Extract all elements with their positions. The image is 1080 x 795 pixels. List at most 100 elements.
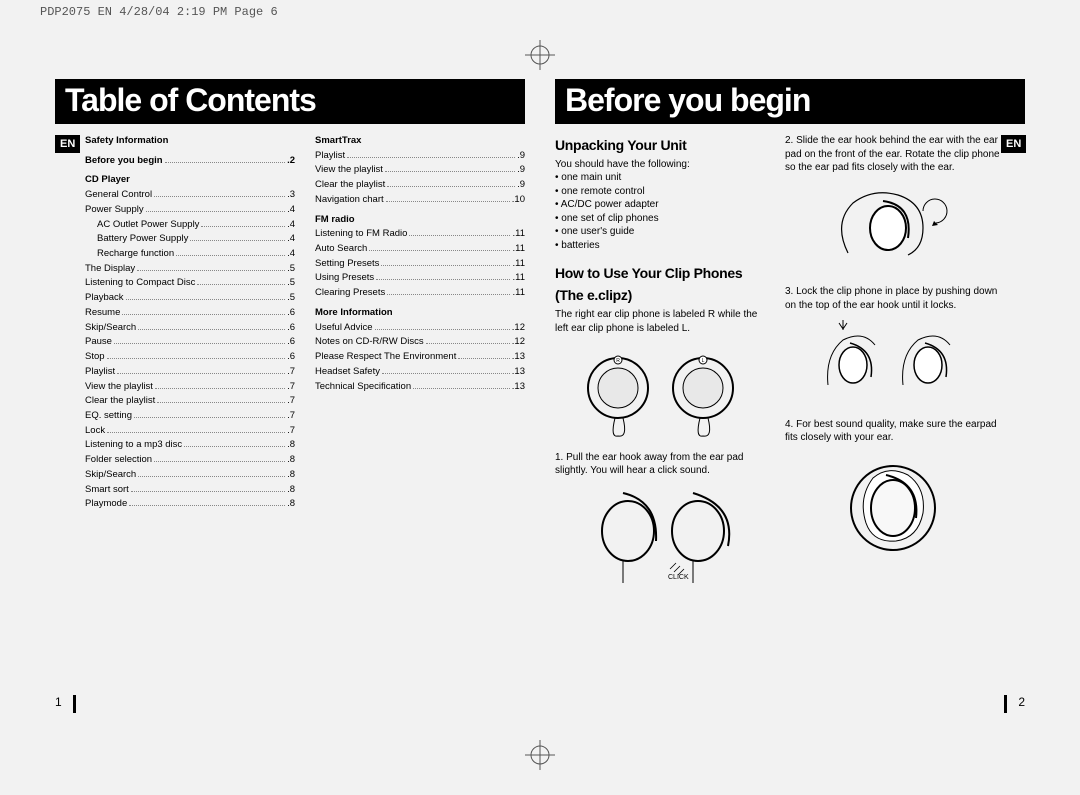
toc-label: Playlist xyxy=(85,365,115,380)
toc-leader xyxy=(382,367,510,374)
toc-page: .4 xyxy=(287,218,295,233)
bullet-item: one remote control xyxy=(555,185,771,199)
toc-leader xyxy=(107,352,286,359)
toc-item: Stop .6 xyxy=(85,350,295,365)
toc-label: Clear the playlist xyxy=(315,178,385,193)
toc-section-label: CD Player xyxy=(85,173,130,188)
bullet-list: one main unitone remote controlAC/DC pow… xyxy=(555,171,771,252)
toc-leader xyxy=(369,244,510,251)
toc-column-1: Safety Information Before you begin .2 C… xyxy=(85,134,295,512)
toc-label: Playmode xyxy=(85,497,127,512)
toc-page: .6 xyxy=(287,350,295,365)
toc-page: .7 xyxy=(287,394,295,409)
toc-label: Notes on CD-R/RW Discs xyxy=(315,335,424,350)
toc-label: Lock xyxy=(85,424,105,439)
toc-leader xyxy=(117,367,285,374)
toc-item: Headset Safety .13 xyxy=(315,365,525,380)
toc-leader xyxy=(184,440,285,447)
toc-label: Stop xyxy=(85,350,105,365)
toc-leader xyxy=(154,190,285,197)
toc-leader xyxy=(347,151,515,158)
toc-label: View the playlist xyxy=(315,163,383,178)
toc-section-label: FM radio xyxy=(315,213,355,228)
toc-page: .4 xyxy=(287,203,295,218)
body-text: 1. Pull the ear hook away from the ear p… xyxy=(555,451,771,478)
toc-label: Listening to a mp3 disc xyxy=(85,438,182,453)
toc-page: .11 xyxy=(512,271,525,286)
toc-item: Technical Specification .13 xyxy=(315,380,525,395)
toc-page: .8 xyxy=(287,468,295,483)
illustration-pull-hook: CLICK xyxy=(555,486,771,591)
toc-leader xyxy=(413,382,510,389)
bullet-item: one main unit xyxy=(555,171,771,185)
toc-label: Skip/Search xyxy=(85,321,136,336)
toc-section-label: SmartTrax xyxy=(315,134,361,149)
body-text: You should have the following: xyxy=(555,158,771,172)
toc-item: View the playlist .9 xyxy=(315,163,525,178)
toc-label: Skip/Search xyxy=(85,468,136,483)
section-heading: (The e.clipz) xyxy=(555,286,771,305)
toc-label: View the playlist xyxy=(85,380,153,395)
section-heading: How to Use Your Clip Phones xyxy=(555,264,771,283)
toc-page: .13 xyxy=(512,380,525,395)
lang-tab: EN xyxy=(1001,135,1026,153)
toc-item: Recharge function.4 xyxy=(85,247,295,262)
toc-page: .7 xyxy=(287,409,295,424)
toc-page: .7 xyxy=(287,424,295,439)
toc-leader xyxy=(458,352,509,359)
toc-page: .9 xyxy=(517,163,525,178)
toc-page: .9 xyxy=(517,149,525,164)
page-title: Table of Contents xyxy=(55,79,525,124)
toc-item: Pause.6 xyxy=(85,335,295,350)
toc-leader xyxy=(138,470,285,477)
toc-label: Clearing Presets xyxy=(315,286,385,301)
toc-item: Smart sort.8 xyxy=(85,483,295,498)
toc-page: .6 xyxy=(287,321,295,336)
toc-page: .7 xyxy=(287,365,295,380)
toc-item: Listening to Compact Disc.5 xyxy=(85,276,295,291)
print-header: PDP2075 EN 4/28/04 2:19 PM Page 6 xyxy=(0,0,1080,19)
toc-item: Battery Power Supply.4 xyxy=(85,232,295,247)
toc-label: EQ. setting xyxy=(85,409,132,424)
toc-label: Headset Safety xyxy=(315,365,380,380)
toc-page: .11 xyxy=(512,286,525,301)
illustration-slide-hook xyxy=(785,183,1001,278)
toc-item: Playlist .9 xyxy=(315,149,525,164)
toc-page: .5 xyxy=(287,291,295,306)
toc-leader xyxy=(146,205,285,212)
toc-leader xyxy=(122,308,285,315)
toc-item: Listening to a mp3 disc .8 xyxy=(85,438,295,453)
toc-item: Clearing Presets .11 xyxy=(315,286,525,301)
illustration-lock-clip xyxy=(785,320,1001,410)
toc-leader xyxy=(386,195,510,202)
toc-leader xyxy=(157,396,285,403)
toc-page: .8 xyxy=(287,453,295,468)
toc-page: .8 xyxy=(287,497,295,512)
toc-item: EQ. setting .7 xyxy=(85,409,295,424)
toc-page: .8 xyxy=(287,438,295,453)
toc-page: .12 xyxy=(512,335,525,350)
toc-page: .4 xyxy=(287,247,295,262)
toc-column-2: SmartTrax Playlist .9 View the playlist .9 C… xyxy=(315,134,525,512)
toc-label: Playlist xyxy=(315,149,345,164)
toc-page: .13 xyxy=(512,365,525,380)
page-left: Table of Contents EN Safety Information … xyxy=(55,79,540,739)
toc-leader xyxy=(165,156,285,163)
page-number-bar xyxy=(73,695,76,713)
toc-leader xyxy=(137,264,285,271)
toc-item: Resume.6 xyxy=(85,306,295,321)
page-title: Before you begin xyxy=(555,79,1025,124)
toc-label: Technical Specification xyxy=(315,380,411,395)
toc-leader xyxy=(154,455,285,462)
toc-item: Folder selection.8 xyxy=(85,453,295,468)
toc-item: Navigation chart.10 xyxy=(315,193,525,208)
lang-tab: EN xyxy=(55,135,80,153)
toc-page: .11 xyxy=(512,227,525,242)
crop-mark-top xyxy=(525,40,555,75)
page-number: 1 xyxy=(55,695,62,709)
toc-page: .4 xyxy=(287,232,295,247)
toc-label: Listening to Compact Disc xyxy=(85,276,195,291)
toc-label: Navigation chart xyxy=(315,193,384,208)
toc-leader xyxy=(107,426,285,433)
toc-page: .7 xyxy=(287,380,295,395)
